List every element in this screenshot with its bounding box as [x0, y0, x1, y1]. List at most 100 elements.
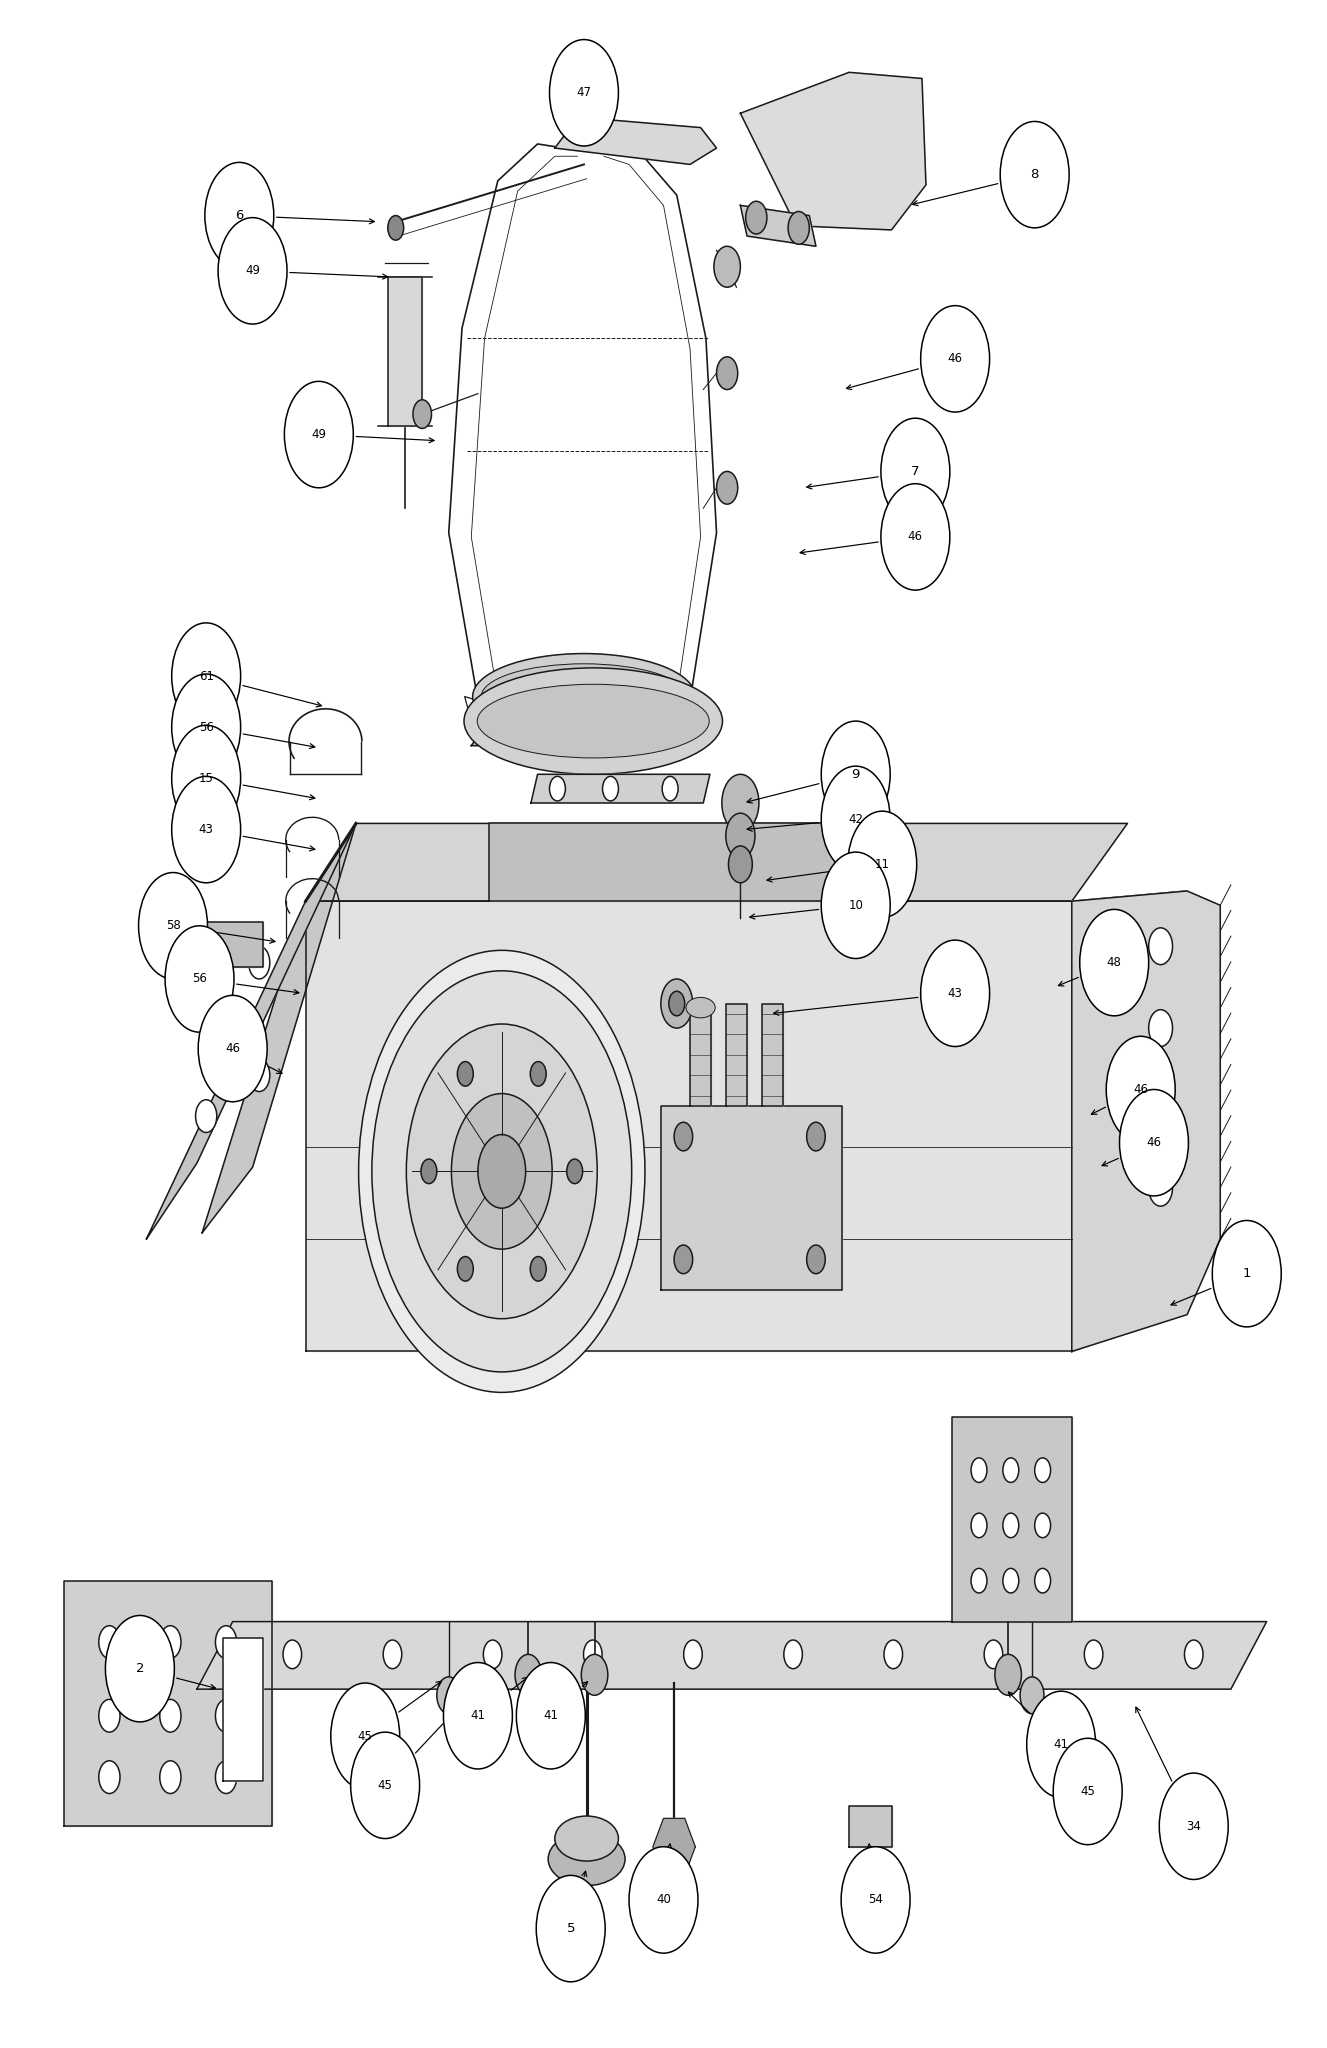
- Circle shape: [1185, 1640, 1204, 1669]
- Circle shape: [105, 1616, 174, 1722]
- Circle shape: [195, 987, 216, 1020]
- Circle shape: [722, 774, 759, 831]
- Polygon shape: [653, 1819, 695, 1876]
- Circle shape: [215, 1700, 236, 1733]
- Circle shape: [884, 1640, 902, 1669]
- Circle shape: [549, 39, 618, 145]
- Circle shape: [821, 721, 890, 827]
- Circle shape: [531, 1061, 547, 1085]
- Polygon shape: [849, 1806, 892, 1847]
- Circle shape: [717, 471, 738, 504]
- Ellipse shape: [555, 1817, 618, 1862]
- Text: 1: 1: [1242, 1268, 1251, 1280]
- Circle shape: [159, 1761, 180, 1794]
- Circle shape: [1035, 1513, 1051, 1538]
- Circle shape: [215, 1626, 236, 1659]
- Circle shape: [1107, 1036, 1176, 1143]
- Text: 45: 45: [1080, 1786, 1095, 1798]
- Circle shape: [1213, 1221, 1282, 1327]
- Text: 8: 8: [1031, 168, 1039, 180]
- Circle shape: [821, 852, 890, 958]
- Polygon shape: [690, 1004, 711, 1106]
- Circle shape: [1120, 1090, 1189, 1196]
- Circle shape: [629, 1847, 698, 1954]
- Circle shape: [218, 217, 287, 324]
- Circle shape: [531, 1257, 547, 1282]
- Circle shape: [195, 1100, 216, 1133]
- Circle shape: [421, 1159, 437, 1184]
- Circle shape: [784, 1640, 803, 1669]
- Circle shape: [683, 1640, 702, 1669]
- Polygon shape: [740, 72, 926, 229]
- Circle shape: [515, 1655, 541, 1696]
- Polygon shape: [146, 823, 356, 1239]
- Text: 41: 41: [543, 1710, 559, 1722]
- Text: 5: 5: [567, 1923, 575, 1935]
- Ellipse shape: [472, 653, 695, 739]
- Text: 47: 47: [576, 86, 592, 98]
- Text: 49: 49: [312, 428, 326, 440]
- Polygon shape: [471, 721, 717, 745]
- Polygon shape: [531, 774, 710, 803]
- Circle shape: [248, 1059, 269, 1092]
- Circle shape: [921, 940, 990, 1047]
- Circle shape: [788, 211, 809, 244]
- Circle shape: [458, 1257, 474, 1282]
- Text: 48: 48: [1107, 956, 1121, 969]
- Circle shape: [848, 811, 917, 918]
- Polygon shape: [726, 1004, 747, 1106]
- Circle shape: [98, 1700, 119, 1733]
- Circle shape: [881, 483, 950, 590]
- Text: 54: 54: [868, 1894, 882, 1907]
- Circle shape: [171, 725, 240, 831]
- Circle shape: [171, 674, 240, 780]
- Text: 9: 9: [852, 768, 860, 780]
- Text: 42: 42: [848, 813, 864, 825]
- Text: 40: 40: [656, 1894, 671, 1907]
- Circle shape: [729, 846, 752, 883]
- Circle shape: [413, 399, 431, 428]
- Text: 41: 41: [1054, 1739, 1068, 1751]
- Circle shape: [995, 1655, 1022, 1696]
- Circle shape: [171, 776, 240, 883]
- Circle shape: [841, 1847, 910, 1954]
- Circle shape: [437, 1677, 460, 1714]
- Polygon shape: [555, 119, 717, 164]
- Circle shape: [198, 995, 267, 1102]
- Polygon shape: [762, 1004, 783, 1106]
- Circle shape: [204, 162, 273, 268]
- Circle shape: [1160, 1774, 1229, 1880]
- Polygon shape: [1072, 891, 1221, 1352]
- Circle shape: [1003, 1513, 1019, 1538]
- Circle shape: [384, 1640, 402, 1669]
- Circle shape: [602, 776, 618, 801]
- Text: 15: 15: [199, 772, 214, 784]
- Circle shape: [1080, 909, 1149, 1016]
- Circle shape: [98, 1761, 119, 1794]
- Text: 6: 6: [235, 209, 243, 221]
- Circle shape: [674, 1122, 693, 1151]
- Circle shape: [1003, 1569, 1019, 1593]
- Text: 49: 49: [245, 264, 260, 276]
- Circle shape: [921, 305, 990, 412]
- Circle shape: [138, 872, 207, 979]
- Circle shape: [171, 623, 240, 729]
- Circle shape: [248, 946, 269, 979]
- Circle shape: [215, 1761, 236, 1794]
- Text: 11: 11: [874, 858, 889, 870]
- Polygon shape: [196, 1622, 1267, 1690]
- Circle shape: [662, 776, 678, 801]
- Circle shape: [516, 1663, 585, 1769]
- Circle shape: [372, 971, 632, 1372]
- Circle shape: [1149, 1169, 1173, 1206]
- Circle shape: [358, 950, 645, 1393]
- Circle shape: [284, 381, 353, 487]
- Circle shape: [661, 979, 693, 1028]
- Ellipse shape: [686, 997, 715, 1018]
- Circle shape: [584, 1640, 602, 1669]
- Polygon shape: [387, 276, 422, 426]
- Circle shape: [283, 1640, 301, 1669]
- Text: 10: 10: [848, 899, 863, 911]
- Circle shape: [549, 776, 565, 801]
- Circle shape: [406, 1024, 597, 1319]
